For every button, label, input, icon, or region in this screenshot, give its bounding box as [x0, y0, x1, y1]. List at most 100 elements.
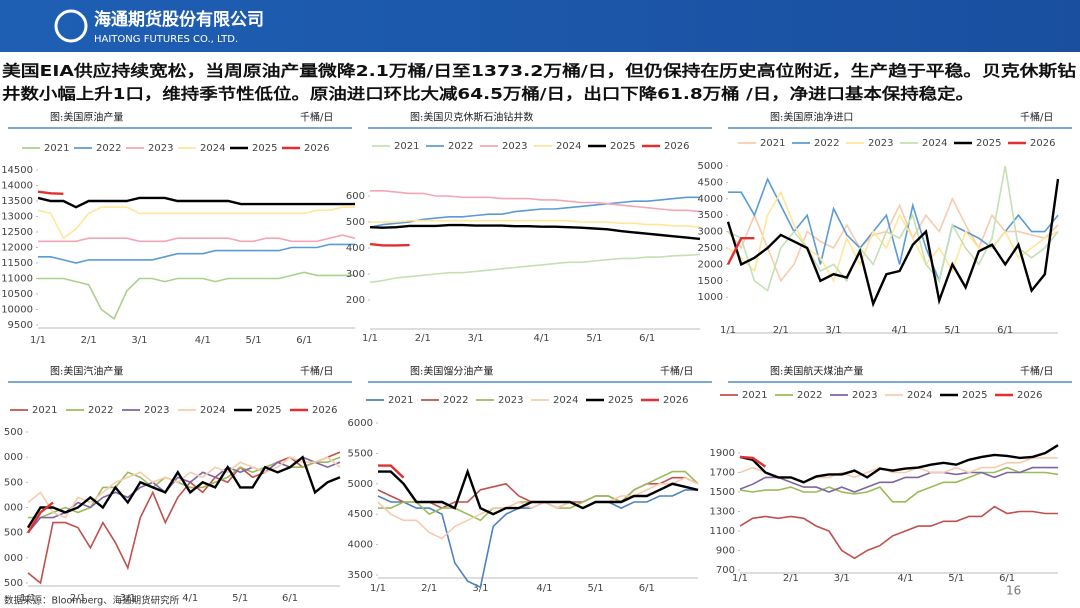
series-line [369, 242, 410, 247]
summary-line: 美国EIA供应持续宽松，当周原油产量微降2.1万桶/日至1373.2万桶/日，但… [2, 61, 1077, 80]
chart-title: 图:美国原油净进口 [770, 111, 853, 124]
legend-label: 2021 [742, 390, 767, 401]
x-tick-label: 4/1 [195, 335, 211, 346]
series-line [378, 467, 699, 516]
y-tick-label: 3000 [698, 227, 723, 238]
x-tick-label: 2/1 [81, 335, 97, 346]
series-line [369, 223, 701, 241]
series-line [739, 466, 1058, 493]
x-tick-label: 1/1 [362, 333, 378, 344]
legend-label: 2026 [304, 143, 329, 154]
y-tick-label: 5500 [348, 448, 373, 459]
legend-label: 2021 [44, 143, 69, 154]
legend-label: 2022 [814, 138, 839, 149]
header-bar [0, 0, 1080, 52]
legend-label: 2026 [663, 395, 688, 406]
series-line [739, 444, 1059, 484]
legend-label: 2026 [1017, 390, 1042, 401]
legend-label: 2023 [852, 390, 877, 401]
x-tick-label: 6/1 [997, 325, 1013, 336]
legend-label: 2021 [394, 141, 419, 152]
y-tick-label: 500 [4, 528, 23, 539]
series-line [26, 455, 341, 529]
x-tick-label: 4/1 [536, 583, 552, 594]
y-tick-label: 4500 [698, 177, 723, 188]
source-note: 数据来源：Bloomberg、海通期货研究所 [4, 595, 180, 607]
legend-label: 2021 [760, 138, 785, 149]
unit-label: 千桶/日 [1020, 111, 1053, 124]
y-tick-label: 700 [716, 565, 735, 576]
x-tick-label: 2/1 [415, 333, 431, 344]
legend-label: 2025 [962, 390, 987, 401]
y-tick-label: 10000 [1, 305, 33, 316]
y-tick-label: 5000 [698, 161, 723, 172]
series-line [739, 455, 767, 468]
legend-label: 2021 [32, 405, 57, 416]
y-tick-label: 1100 [710, 526, 735, 537]
legend-label: 2025 [610, 141, 635, 152]
series-line [369, 253, 701, 284]
series-line [726, 178, 1060, 308]
y-tick-label: 11500 [1, 258, 33, 269]
x-tick-label: 6/1 [639, 333, 655, 344]
y-tick-label: 13500 [1, 196, 33, 207]
legend-label: 2024 [922, 138, 947, 149]
y-tick-label: 6000 [348, 418, 373, 429]
legend-label: 2022 [88, 405, 113, 416]
x-tick-label: 4/1 [892, 325, 908, 336]
series-line [26, 501, 54, 534]
x-tick-label: 1/1 [732, 573, 748, 584]
series-line [378, 470, 699, 522]
x-tick-label: 5/1 [586, 333, 602, 344]
y-tick-label: 14000 [1, 181, 33, 192]
y-tick-label: 500 [4, 427, 23, 438]
y-tick-label: 500 [346, 217, 365, 228]
legend-label: 2026 [664, 141, 689, 152]
x-tick-label: 3/1 [131, 335, 147, 346]
page-number: 16 [1006, 584, 1021, 598]
x-tick-label: 1/1 [20, 593, 36, 604]
y-tick-label: 2500 [698, 243, 723, 254]
x-tick-label: 5/1 [944, 325, 960, 336]
x-tick-label: 6/1 [282, 593, 298, 604]
legend-label: 2022 [448, 141, 473, 152]
y-tick-label: 000 [4, 553, 23, 564]
x-tick-label: 5/1 [588, 583, 604, 594]
y-tick-label: 1500 [710, 487, 735, 498]
series-line [370, 219, 701, 228]
chart-title: 图:美国馏分油产量 [410, 365, 493, 378]
series-line [37, 196, 355, 209]
y-tick-label: 600 [346, 191, 365, 202]
y-tick-label: 4500 [348, 509, 373, 520]
y-tick-label: 2000 [698, 259, 723, 270]
y-tick-label: 12000 [1, 243, 33, 254]
chart-title: 图:美国原油产量 [50, 111, 123, 124]
y-tick-label: 12500 [1, 227, 33, 238]
series-line [27, 456, 341, 534]
series-line [370, 190, 701, 213]
y-tick-label: 1900 [710, 448, 735, 459]
x-tick-label: 2/1 [421, 583, 437, 594]
y-tick-label: 900 [716, 546, 735, 557]
y-tick-label: 4000 [698, 194, 723, 205]
series-line [369, 196, 700, 228]
x-tick-label: 3/1 [826, 325, 842, 336]
series-line [739, 505, 1058, 560]
legend-label: 2022 [443, 395, 468, 406]
x-tick-label: 3/1 [834, 573, 850, 584]
legend-label: 2024 [556, 141, 581, 152]
unit-label: 千桶/日 [660, 365, 693, 378]
legend-label: 2024 [553, 395, 578, 406]
x-tick-label: 6/1 [999, 573, 1015, 584]
x-tick-label: 3/1 [120, 593, 136, 604]
series-line [377, 476, 699, 540]
legend-label: 2025 [608, 395, 633, 406]
legend-label: 2024 [907, 390, 932, 401]
series-line [37, 206, 355, 240]
series-line [38, 243, 355, 264]
x-tick-label: 1/1 [720, 325, 736, 336]
y-tick-label: 1300 [710, 507, 735, 518]
y-tick-label: 300 [346, 269, 365, 280]
x-tick-label: 6/1 [639, 583, 655, 594]
series-line [378, 464, 405, 479]
